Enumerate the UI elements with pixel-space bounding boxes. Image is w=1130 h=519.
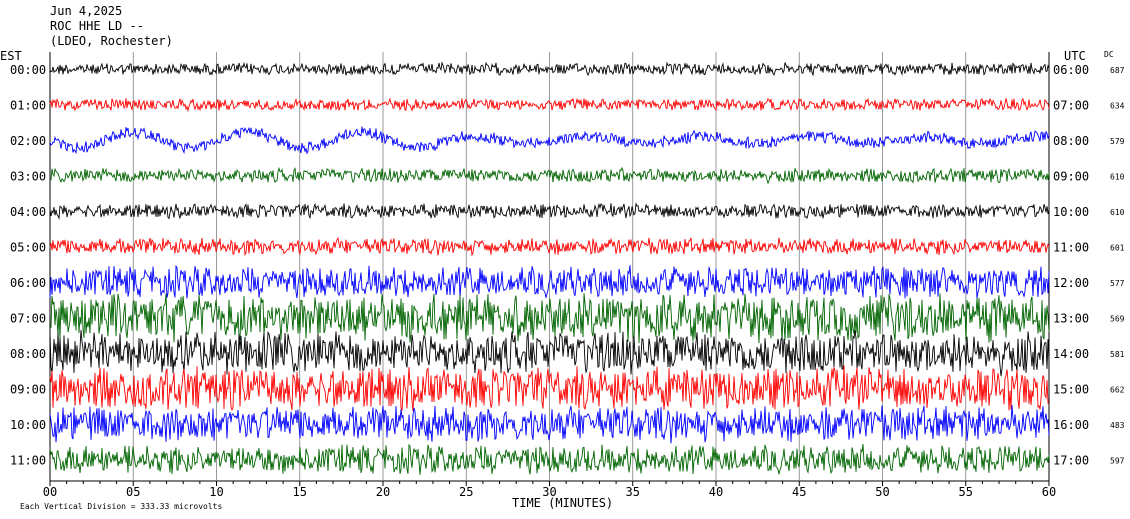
- x-tick-label: 50: [875, 485, 889, 499]
- dc-offset-value: 581: [1110, 350, 1125, 359]
- dc-offset-value: 577: [1110, 279, 1125, 288]
- dc-offset-value: 579: [1110, 137, 1125, 146]
- dc-axis-label: DC: [1104, 50, 1114, 59]
- est-axis-label: EST: [0, 49, 22, 63]
- seismic-trace: [49, 264, 1050, 299]
- est-hour-label: 01:00: [10, 99, 46, 113]
- utc-hour-label: 06:00: [1053, 63, 1089, 77]
- utc-hour-label: 15:00: [1053, 383, 1089, 397]
- station-code: ROC HHE LD --: [50, 19, 144, 33]
- seismic-trace: [49, 166, 1050, 185]
- x-tick-label: 35: [626, 485, 640, 499]
- utc-hour-label: 07:00: [1053, 99, 1089, 113]
- utc-hour-label: 11:00: [1053, 241, 1089, 255]
- utc-hour-label: 09:00: [1053, 170, 1089, 184]
- seismic-trace: [49, 405, 1050, 444]
- seismic-trace: [49, 330, 1050, 377]
- x-tick-label: 55: [959, 485, 973, 499]
- x-tick-label: 20: [376, 485, 390, 499]
- x-tick-label: 00: [43, 485, 57, 499]
- utc-hour-label: 08:00: [1053, 134, 1089, 148]
- utc-hour-label: 14:00: [1053, 347, 1089, 361]
- dc-offset-value: 610: [1110, 173, 1125, 182]
- utc-hour-label: 13:00: [1053, 312, 1089, 326]
- est-hour-label: 06:00: [10, 276, 46, 290]
- dc-offset-value: 634: [1110, 102, 1125, 111]
- utc-hour-label: 17:00: [1053, 454, 1089, 468]
- utc-hour-label: 12:00: [1053, 276, 1089, 290]
- dc-offset-value: 569: [1110, 315, 1125, 324]
- est-hour-label: 10:00: [10, 418, 46, 432]
- seismic-trace: [49, 293, 1050, 344]
- chart-traces: [49, 61, 1050, 475]
- x-tick-label: 60: [1042, 485, 1056, 499]
- utc-hour-label: 16:00: [1053, 418, 1089, 432]
- seismic-trace: [49, 126, 1050, 155]
- est-hour-label: 04:00: [10, 205, 46, 219]
- network-name: (LDEO, Rochester): [50, 34, 173, 48]
- x-tick-label: 30: [542, 485, 556, 499]
- dc-offset-value: 610: [1110, 208, 1125, 217]
- x-tick-label: 40: [709, 485, 723, 499]
- est-hour-label: 08:00: [10, 347, 46, 361]
- plot-date: Jun 4,2025: [50, 4, 123, 18]
- utc-hour-label: 10:00: [1053, 205, 1089, 219]
- x-tick-label: 15: [293, 485, 307, 499]
- x-tick-label: 05: [126, 485, 140, 499]
- dc-offset-value: 687: [1110, 66, 1125, 75]
- x-tick-label: 45: [792, 485, 806, 499]
- utc-axis-label: UTC: [1064, 49, 1086, 63]
- chart-labels: 00 05 10 15 20 25 30 35 40 45 50 55 60 EST UTC DC TIME (…: [0, 49, 1125, 511]
- seismic-trace: [49, 365, 1050, 412]
- est-hour-label: 07:00: [10, 312, 46, 326]
- est-hour-label: 00:00: [10, 63, 46, 77]
- seismic-trace: [49, 97, 1050, 113]
- seismic-trace: [49, 61, 1050, 77]
- x-axis-label: TIME (MINUTES): [512, 496, 613, 510]
- est-hour-label: 05:00: [10, 241, 46, 255]
- chart-grid: [49, 52, 1050, 486]
- x-tick-label: 10: [209, 485, 223, 499]
- seismic-trace: [49, 202, 1050, 220]
- seismic-trace: [49, 236, 1050, 257]
- est-hour-label: 11:00: [10, 454, 46, 468]
- est-hour-label: 09:00: [10, 383, 46, 397]
- dc-offset-value: 483: [1110, 421, 1125, 430]
- dc-offset-value: 662: [1110, 386, 1125, 395]
- est-hour-label: 02:00: [10, 134, 46, 148]
- seismic-trace: [49, 443, 1050, 475]
- dc-offset-value: 601: [1110, 244, 1125, 253]
- dc-offset-value: 597: [1110, 457, 1125, 466]
- est-hour-label: 03:00: [10, 170, 46, 184]
- footer-scale-note: Each Vertical Division = 333.33 microvol…: [20, 502, 222, 511]
- x-tick-label: 25: [459, 485, 473, 499]
